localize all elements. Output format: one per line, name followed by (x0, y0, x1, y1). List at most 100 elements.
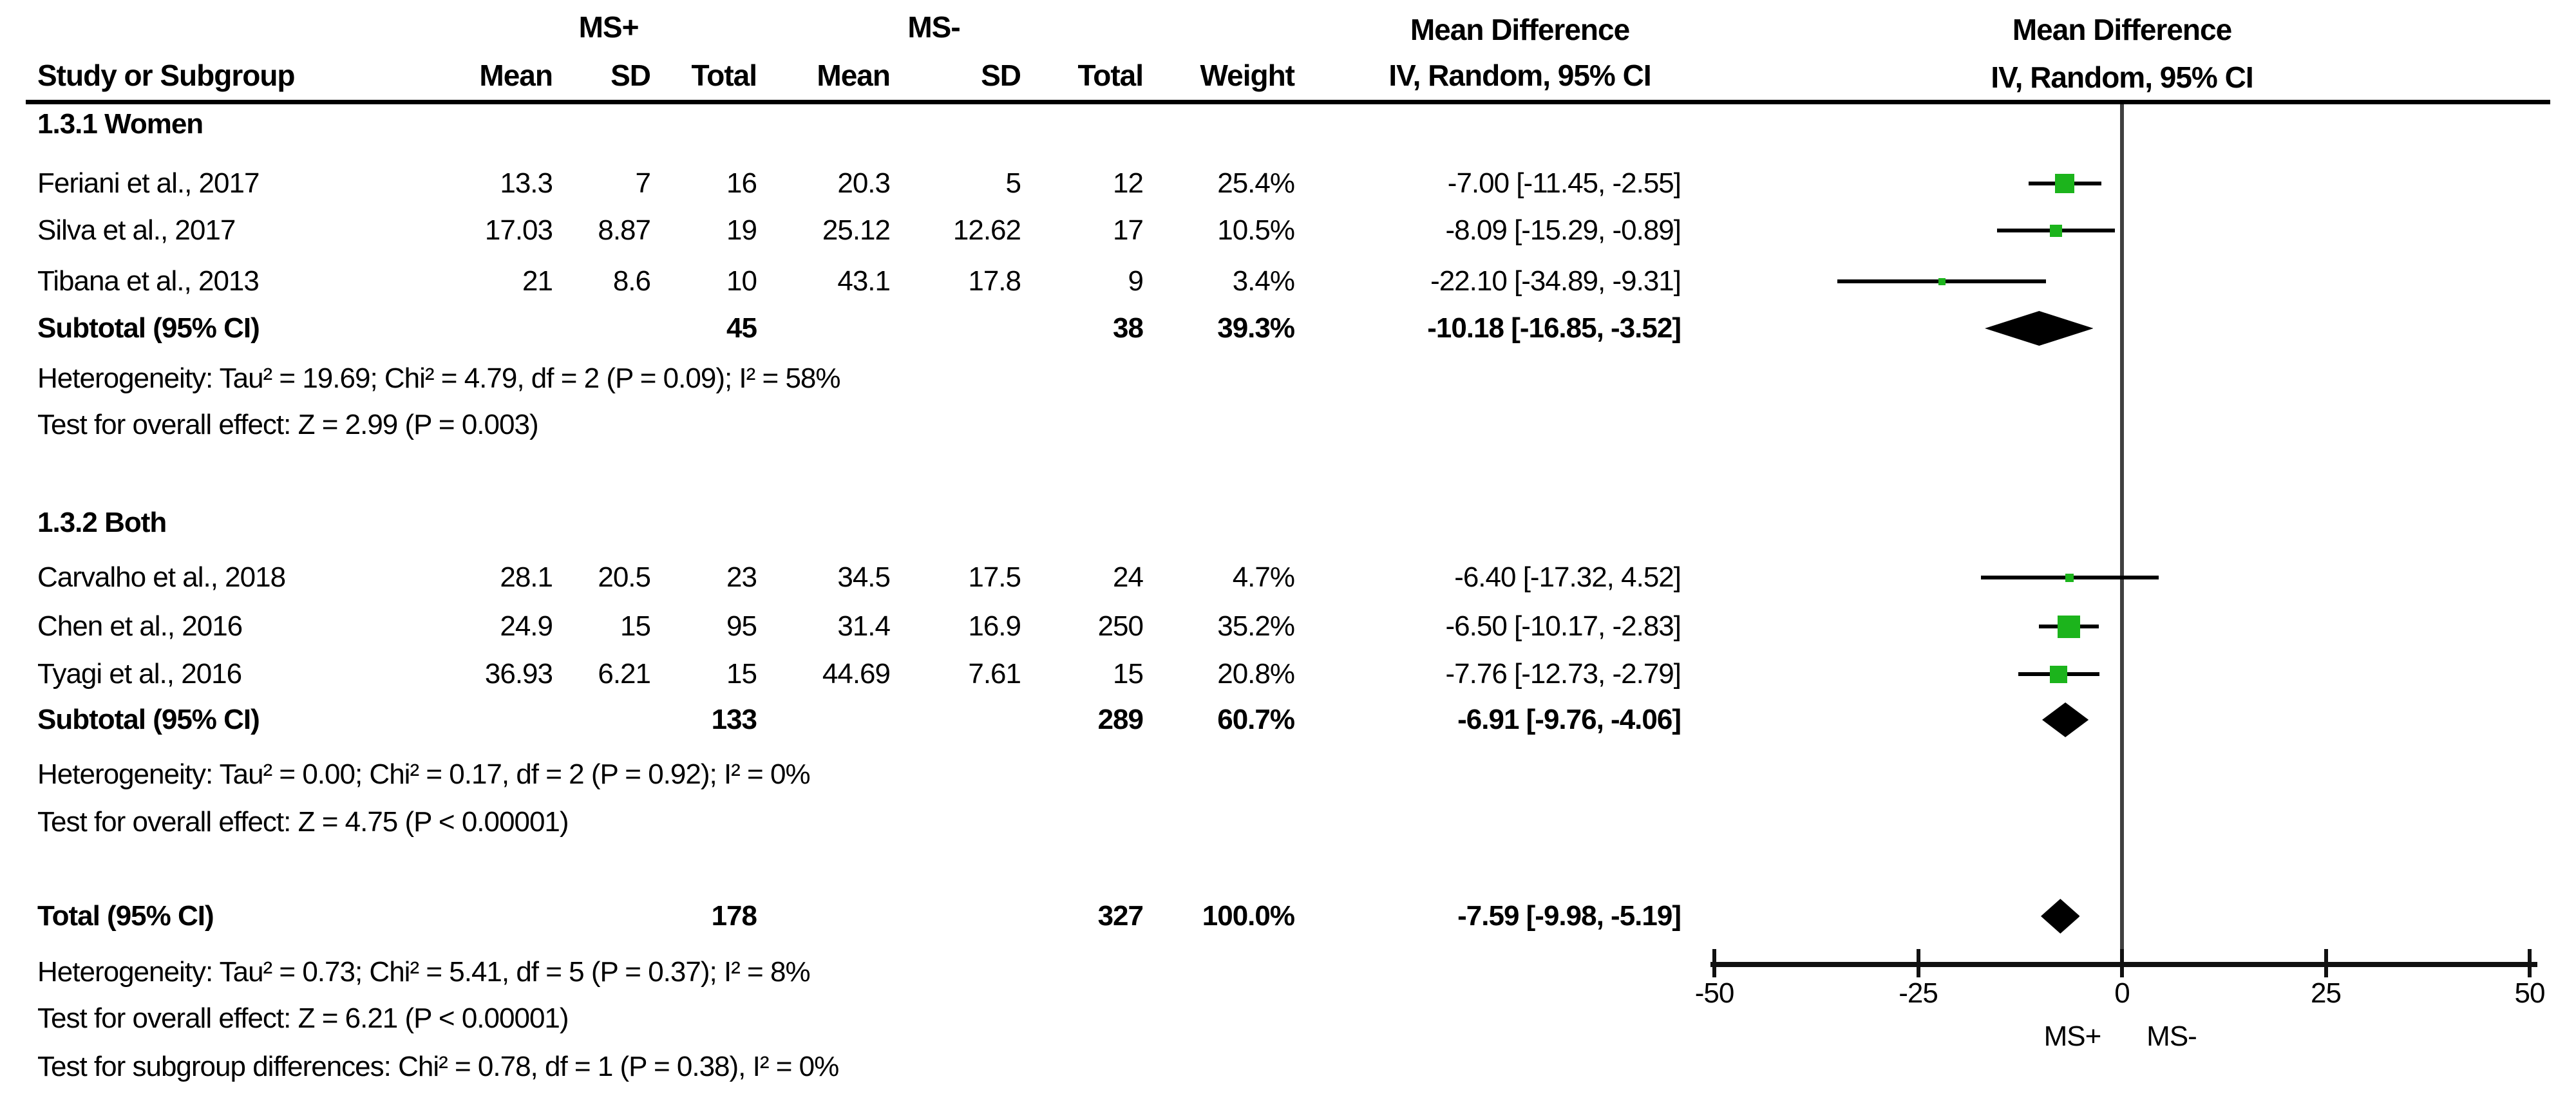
axis-tick (1916, 949, 1920, 977)
total-ms1-cell: 10 (726, 265, 757, 297)
mean-ms2-cell: 44.69 (822, 658, 891, 690)
col-header-sd-ms2: SD (981, 59, 1021, 92)
zero-line (2120, 104, 2124, 964)
total-ms2-cell: 9 (1128, 265, 1144, 297)
mean-ms1-cell: 17.03 (484, 214, 553, 246)
header-rule (26, 100, 2550, 104)
axis-tick-label: 25 (2311, 977, 2342, 1009)
effect-square (2050, 224, 2063, 237)
ci-label-cell: -8.09 [-15.29, -0.89] (1445, 214, 1681, 246)
mean-ms2-cell: 34.5 (837, 561, 891, 593)
total-ms2-cell: 24 (1113, 561, 1144, 593)
axis-tick (2528, 949, 2532, 977)
axis-tick-label: -25 (1899, 977, 1938, 1009)
ci-label-cell: -7.76 [-12.73, -2.79] (1445, 658, 1681, 690)
study-name: Chen et al., 2016 (37, 610, 243, 642)
pooled-diamond (2040, 899, 2080, 934)
sd-ms2-cell: 12.62 (952, 214, 1021, 246)
weight-cell: 35.2% (1217, 610, 1295, 642)
col-header-mean-ms2: Mean (817, 59, 891, 92)
study-name: Carvalho et al., 2018 (37, 561, 286, 593)
effect-column-title: Mean Difference (1410, 13, 1630, 46)
ci-label-cell: -6.50 [-10.17, -2.83] (1445, 610, 1681, 642)
axis-tick-label: 50 (2514, 977, 2546, 1009)
effect-square (1938, 278, 1946, 285)
study-name: Tibana et al., 2013 (37, 265, 260, 297)
total-ms1-cell: 133 (711, 704, 757, 735)
mean-ms1-cell: 28.1 (500, 561, 553, 593)
col-header-total-ms2: Total (1077, 59, 1144, 92)
col-header-mean-ms1: Mean (479, 59, 553, 92)
mean-ms2-cell: 20.3 (837, 167, 891, 199)
effect-square (2050, 665, 2068, 683)
ci-label-cell: -7.00 [-11.45, -2.55] (1447, 167, 1681, 199)
pooled-label: Total (95% CI) (37, 900, 214, 932)
mean-ms1-cell: 24.9 (500, 610, 553, 642)
total-ms2-cell: 15 (1113, 658, 1144, 690)
mean-ms1-cell: 21 (522, 265, 553, 297)
heterogeneity-text: Heterogeneity: Tau² = 0.00; Chi² = 0.17,… (37, 758, 811, 790)
ci-label-cell: -22.10 [-34.89, -9.31] (1430, 265, 1681, 297)
col-header-weight: Weight (1200, 59, 1295, 92)
total-ms1-cell: 178 (711, 900, 757, 932)
effect-square (2065, 573, 2074, 582)
weight-cell: 60.7% (1217, 704, 1295, 735)
total-ms1-cell: 45 (726, 312, 757, 344)
mean-ms2-cell: 43.1 (837, 265, 891, 297)
study-name: Silva et al., 2017 (37, 214, 236, 246)
total-ms1-cell: 19 (726, 214, 757, 246)
study-name: Feriani et al., 2017 (37, 167, 260, 199)
effect-square (2055, 174, 2075, 193)
overall-effect-text: Test for overall effect: Z = 4.75 (P < 0… (37, 806, 569, 838)
effect-square (2058, 615, 2081, 638)
sd-ms1-cell: 8.87 (598, 214, 651, 246)
x-axis-line (1710, 962, 2537, 967)
group-header-ms-minus: MS- (907, 10, 960, 44)
subgroup-title: 1.3.1 Women (37, 108, 204, 140)
sd-ms1-cell: 7 (635, 167, 652, 199)
sd-ms2-cell: 7.61 (968, 658, 1021, 690)
total-ms1-cell: 95 (726, 610, 757, 642)
subgroup-title: 1.3.2 Both (37, 507, 167, 538)
overall-effect-text: Test for overall effect: Z = 6.21 (P < 0… (37, 1002, 569, 1034)
axis-tick-label: 0 (2114, 977, 2130, 1009)
col-header-effect-ci: IV, Random, 95% CI (1388, 59, 1651, 92)
sd-ms2-cell: 5 (1005, 167, 1022, 199)
sd-ms1-cell: 15 (620, 610, 651, 642)
sd-ms2-cell: 17.8 (968, 265, 1021, 297)
sd-ms1-cell: 8.6 (612, 265, 651, 297)
total-ms1-cell: 23 (726, 561, 757, 593)
plot-column-title: Mean Difference (2012, 13, 2232, 46)
sd-ms1-cell: 20.5 (598, 561, 651, 593)
favours-left-label: MS+ (2043, 1021, 2102, 1052)
weight-cell: 100.0% (1202, 900, 1295, 932)
total-ms1-cell: 15 (726, 658, 757, 690)
mean-ms1-cell: 13.3 (500, 167, 553, 199)
total-ms2-cell: 327 (1097, 900, 1144, 932)
sd-ms1-cell: 6.21 (598, 658, 651, 690)
col-header-total-ms1: Total (691, 59, 757, 92)
group-header-ms-plus: MS+ (578, 10, 639, 44)
total-ms2-cell: 289 (1097, 704, 1144, 735)
axis-tick-label: -50 (1694, 977, 1735, 1009)
weight-cell: 10.5% (1217, 214, 1295, 246)
weight-cell: 4.7% (1232, 561, 1295, 593)
subgroup-test-text: Test for subgroup differences: Chi² = 0.… (37, 1051, 839, 1082)
weight-cell: 20.8% (1217, 658, 1295, 690)
ci-label-cell: -10.18 [-16.85, -3.52] (1427, 312, 1681, 344)
ci-label-cell: -6.91 [-9.76, -4.06] (1457, 704, 1681, 735)
col-header-sd-ms1: SD (611, 59, 651, 92)
total-ms2-cell: 38 (1113, 312, 1144, 344)
study-name: Tyagi et al., 2016 (37, 658, 242, 690)
ci-label-cell: -6.40 [-17.32, 4.52] (1454, 561, 1681, 593)
heterogeneity-text: Heterogeneity: Tau² = 19.69; Chi² = 4.79… (37, 362, 841, 394)
weight-cell: 3.4% (1232, 265, 1295, 297)
weight-cell: 39.3% (1217, 312, 1295, 344)
overall-effect-text: Test for overall effect: Z = 2.99 (P = 0… (37, 409, 539, 440)
pooled-label: Subtotal (95% CI) (37, 312, 260, 344)
pooled-diamond (2042, 702, 2089, 737)
pooled-label: Subtotal (95% CI) (37, 704, 260, 735)
total-ms2-cell: 12 (1113, 167, 1144, 199)
favours-right-label: MS- (2146, 1021, 2197, 1052)
